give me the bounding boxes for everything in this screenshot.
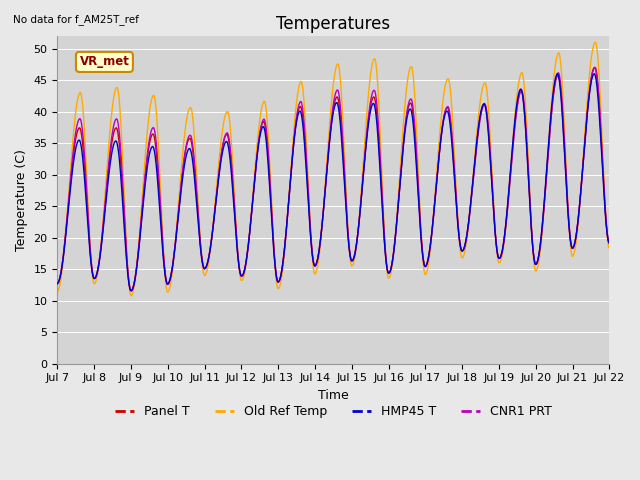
Y-axis label: Temperature (C): Temperature (C): [15, 149, 28, 251]
Title: Temperatures: Temperatures: [276, 15, 390, 33]
X-axis label: Time: Time: [318, 389, 349, 402]
Text: No data for f_AM25T_ref: No data for f_AM25T_ref: [13, 14, 139, 25]
Legend: Panel T, Old Ref Temp, HMP45 T, CNR1 PRT: Panel T, Old Ref Temp, HMP45 T, CNR1 PRT: [110, 400, 556, 423]
Text: VR_met: VR_met: [79, 56, 129, 69]
